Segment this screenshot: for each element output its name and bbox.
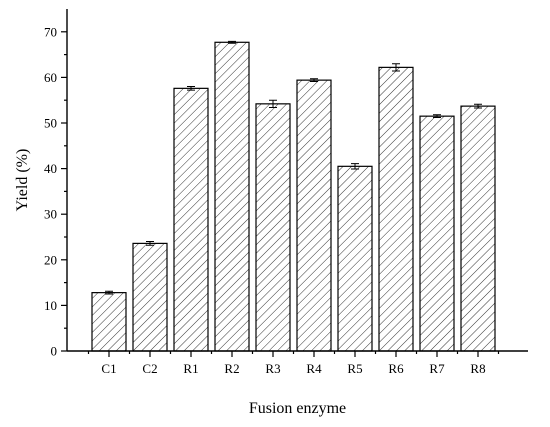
error-bar-R2	[228, 40, 236, 44]
y-axis-label: Yield (%)	[14, 149, 31, 212]
bar-R4	[296, 79, 332, 352]
x-tick-label: R2	[224, 361, 239, 376]
bar-C1	[91, 292, 127, 352]
bar-R6	[378, 66, 414, 352]
error-bar-R7	[433, 114, 441, 119]
y-tick-label: 50	[44, 116, 57, 131]
y-tick-label: 70	[44, 24, 57, 39]
bar-R1	[173, 87, 209, 352]
error-bar-R3	[269, 99, 277, 108]
y-tick-label: 40	[44, 161, 57, 176]
x-tick-label: R4	[306, 361, 322, 376]
error-bar-R6	[392, 63, 400, 72]
x-tick-label: R8	[470, 361, 485, 376]
error-bar-C1	[105, 290, 113, 295]
x-ticks-group: C1 C2 R1 R2 R3 R4 R5 R6 R7 R8	[87, 351, 500, 376]
x-tick-label: R6	[388, 361, 404, 376]
error-bar-R5	[351, 163, 359, 170]
bar-R8	[460, 105, 496, 352]
y-tick-label: 10	[44, 298, 57, 313]
x-tick-label: R5	[347, 361, 362, 376]
error-bar-R4	[310, 78, 318, 83]
error-bar-R8	[474, 103, 482, 109]
error-bar-C2	[146, 241, 154, 246]
x-tick-label: R3	[265, 361, 280, 376]
axes-group	[66, 9, 528, 352]
bars-group	[91, 41, 496, 352]
x-tick-label: C1	[101, 361, 116, 376]
bar-R7	[419, 115, 455, 352]
x-tick-label: R7	[429, 361, 445, 376]
x-axis-label: Fusion enzyme	[249, 400, 346, 417]
y-tick-label: 20	[44, 252, 57, 267]
bar-R2	[214, 41, 250, 352]
y-tick-label: 30	[44, 207, 57, 222]
bar-R5	[337, 165, 373, 352]
error-bar-R1	[187, 86, 195, 91]
bar-C2	[132, 242, 168, 352]
bar-R3	[255, 103, 291, 352]
y-tick-label: 60	[44, 70, 57, 85]
y-tick-label: 0	[51, 344, 58, 359]
error-bars-group	[105, 40, 482, 295]
x-tick-label: R1	[183, 361, 198, 376]
x-tick-label: C2	[142, 361, 157, 376]
y-ticks-group: 0 10 20 30 40 50 60 70	[44, 24, 67, 359]
